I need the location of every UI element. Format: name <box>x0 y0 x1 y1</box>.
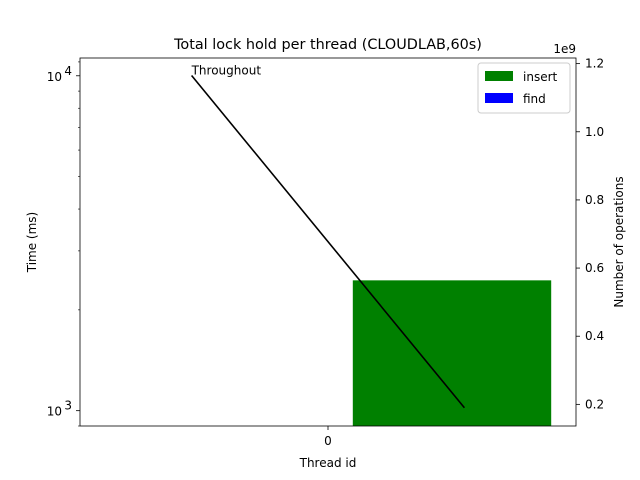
y-tick-label: 10 <box>47 70 62 84</box>
y-tick-exponent: 4 <box>64 64 72 78</box>
y2-tick-label: 0.2 <box>585 397 604 411</box>
bar-insert <box>352 280 552 426</box>
y-tick-label: 10 <box>47 405 62 419</box>
bars-layer <box>352 280 552 426</box>
throughput-line <box>190 75 466 409</box>
x-axis-title: Thread id <box>299 456 357 470</box>
y2-offset-label: 1e9 <box>553 42 576 56</box>
line-layer: Throughout <box>190 64 466 409</box>
legend-label-find: find <box>523 92 546 106</box>
legend-swatch-insert <box>485 71 513 81</box>
y2-tick-label: 0.6 <box>585 261 604 275</box>
legend-label-insert: insert <box>523 70 558 84</box>
ticks-layer: 010 310 40.20.40.60.81.01.2 <box>47 57 604 448</box>
legend: insert find <box>477 62 571 114</box>
legend-swatch-find <box>485 93 513 103</box>
chart-title: Total lock hold per thread (CLOUDLAB,60s… <box>173 37 482 53</box>
y2-axis-title: Number of operations <box>612 176 626 307</box>
y-axis-title: Time (ms) <box>25 212 39 274</box>
y2-tick-label: 1.0 <box>585 125 604 139</box>
throughput-label: Throughout <box>191 64 262 78</box>
y2-tick-label: 0.4 <box>585 329 604 343</box>
y2-tick-label: 0.8 <box>585 193 604 207</box>
y2-tick-label: 1.2 <box>585 57 604 71</box>
x-tick-label: 0 <box>324 434 332 448</box>
y-tick-exponent: 3 <box>64 399 72 413</box>
